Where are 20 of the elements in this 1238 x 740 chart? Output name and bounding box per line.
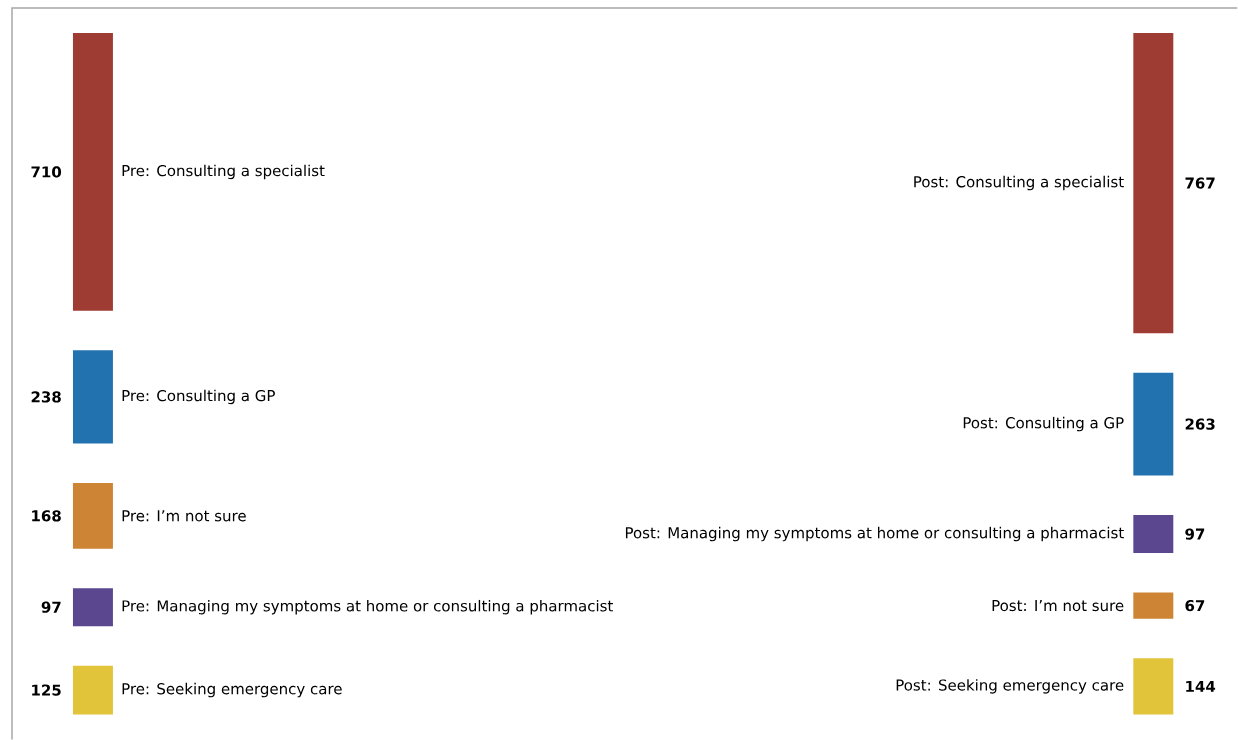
data-label: 238 <box>31 391 61 403</box>
data-label: 97 <box>41 601 61 613</box>
category-label: Pre: Seeking emergency care <box>122 682 342 698</box>
data-label: 144 <box>1186 680 1216 692</box>
category-label: Post: Consulting a specialist <box>914 175 1124 191</box>
category-label: Post: Consulting a GP <box>963 416 1124 432</box>
category-label: Post: Managing my symptoms at home or consulting a pharmacist <box>625 526 1124 542</box>
data-label: 710 <box>31 166 62 178</box>
category-label: Pre: Managing my symptoms at home or consulting a pharmacist <box>122 599 613 615</box>
category-label: Post: I’m not sure <box>992 599 1124 612</box>
category-label: Pre: Consulting a specialist <box>122 164 325 180</box>
data-label: 97 <box>1185 528 1205 540</box>
data-label: 168 <box>32 510 61 522</box>
category-label: Pre: I’m not sure <box>122 510 246 522</box>
category-label: Post: Seeking emergency care <box>896 679 1124 694</box>
data-label: 767 <box>1185 177 1215 189</box>
category-label: Pre: Consulting a GP <box>122 389 275 405</box>
data-label: 125 <box>32 684 61 696</box>
data-label: 67 <box>1185 599 1205 612</box>
data-label: 263 <box>1185 418 1215 430</box>
